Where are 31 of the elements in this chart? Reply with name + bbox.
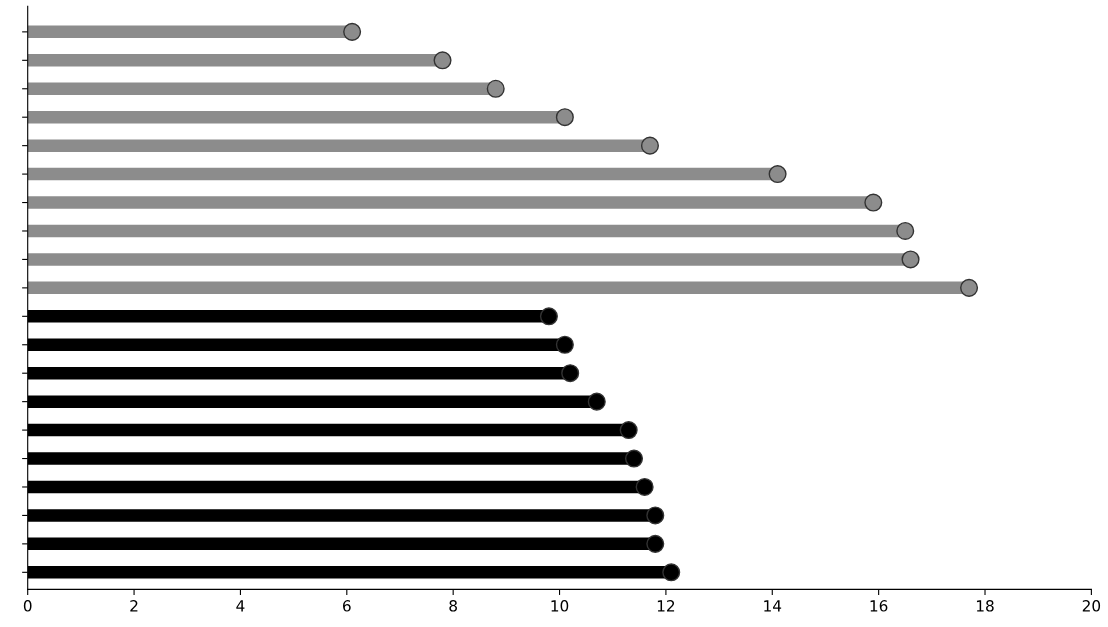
x-tick-label: 20	[1082, 600, 1101, 612]
x-tick-label: 14	[764, 600, 782, 612]
point	[896, 221, 915, 241]
point	[768, 165, 787, 184]
x-tick-label: 0	[23, 600, 32, 612]
point	[646, 534, 665, 553]
point	[555, 335, 574, 354]
x-tick-label: 12	[657, 600, 675, 612]
point	[624, 449, 644, 468]
point	[587, 392, 606, 411]
point	[343, 22, 362, 41]
x-tick-label: 10	[551, 600, 569, 612]
point	[640, 136, 659, 155]
point	[960, 278, 979, 297]
x-tick-label: 2	[130, 600, 138, 612]
x-tick-label: 6	[343, 600, 351, 612]
point	[486, 79, 505, 98]
point	[555, 108, 574, 127]
point	[433, 51, 452, 70]
point	[561, 364, 580, 383]
point	[539, 307, 558, 326]
point	[901, 250, 920, 269]
point	[864, 193, 883, 212]
x-tick-label: 8	[449, 600, 457, 612]
x-tick-label: 4	[236, 600, 245, 612]
point	[619, 421, 638, 440]
x-tick-label: 16	[870, 600, 888, 612]
point	[635, 477, 654, 497]
x-tick-label: 18	[976, 600, 994, 612]
point	[646, 506, 665, 525]
point	[662, 563, 681, 582]
